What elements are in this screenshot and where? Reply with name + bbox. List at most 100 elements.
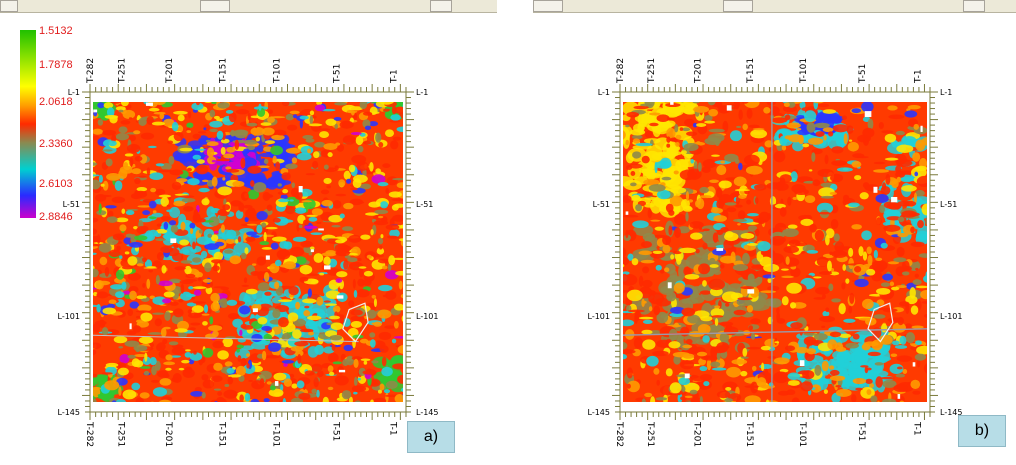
heatmap-blob: [232, 180, 245, 188]
heatmap-blob: [323, 300, 331, 303]
heatmap-blob: [735, 204, 743, 208]
heatmap-blob: [881, 182, 887, 191]
heatmap-blob: [742, 252, 750, 265]
heatmap-blob: [398, 280, 403, 290]
heatmap-blob: [340, 245, 352, 252]
heatmap-blob: [173, 200, 186, 207]
heatmap-blob: [377, 258, 391, 264]
colorbar-label: 2.0618: [39, 96, 73, 108]
heatmap-blob: [713, 215, 727, 222]
heatmap-blob: [800, 218, 814, 226]
colorbar-label: 2.3360: [39, 138, 73, 150]
heatmap-blob: [703, 381, 710, 387]
heatmap-blob: [883, 224, 901, 232]
heatmap-blob: [378, 331, 392, 341]
heatmap-blob: [866, 389, 872, 395]
heatmap-blob: [635, 204, 643, 212]
heatmap-blob: [829, 271, 840, 276]
heatmap-blob: [96, 303, 101, 313]
heatmap-blob: [94, 320, 107, 326]
heatmap-blob: [838, 303, 846, 315]
heatmap-blob: [741, 102, 749, 104]
heatmap-blob: [225, 109, 234, 114]
heatmap-blob: [830, 173, 844, 183]
heatmap-blob: [798, 134, 804, 145]
heatmap-blob: [737, 297, 753, 301]
data-gap: [323, 265, 331, 270]
heatmap-blob: [829, 369, 840, 376]
heatmap-blob: [323, 164, 329, 170]
heatmap-blob: [699, 195, 712, 199]
heatmap-blob: [240, 191, 249, 201]
heatmap-blob: [642, 339, 656, 350]
heatmap-blob: [348, 300, 355, 307]
heatmap-blob: [150, 187, 157, 193]
heatmap-blob: [630, 171, 636, 176]
heatmap-blob: [171, 344, 184, 349]
heatmap-blob: [277, 132, 285, 136]
seismic-map-a: T-282 T-251 T-201 T-151 T-101 T-51 T-1 T-282 T-2…: [58, 58, 439, 447]
heatmap-blob: [105, 362, 119, 368]
heatmap-blob: [287, 312, 299, 322]
toolbar-slot[interactable]: [200, 0, 230, 12]
right-tick-label: L-51: [940, 200, 957, 209]
heatmap-blob: [702, 228, 710, 232]
heatmap-blob: [292, 236, 307, 242]
heatmap-blob: [740, 286, 755, 290]
heatmap-blob: [282, 102, 290, 107]
heatmap-blob: [877, 307, 893, 311]
heatmap-blob: [695, 248, 700, 254]
heatmap-blob: [312, 327, 320, 339]
heatmap-blob: [261, 350, 267, 361]
heatmap-blob: [258, 103, 262, 111]
heatmap-blob: [178, 367, 185, 371]
heatmap-blob: [285, 113, 295, 121]
heatmap-blob: [93, 374, 108, 385]
data-gap: [145, 102, 153, 106]
heatmap-blob: [187, 178, 200, 186]
heatmap-blob: [132, 403, 146, 412]
toolbar-slot[interactable]: [0, 0, 18, 12]
heatmap-blob: [718, 401, 721, 402]
heatmap-blob: [673, 213, 687, 226]
heatmap-blob: [392, 214, 403, 222]
heatmap-blob: [104, 404, 108, 407]
heatmap-blob: [235, 109, 250, 115]
heatmap-blob: [716, 229, 724, 236]
heatmap-blob: [106, 172, 121, 181]
heatmap-blob: [138, 117, 147, 126]
heatmap-blob: [93, 174, 100, 177]
heatmap-blob: [656, 189, 671, 200]
heatmap-blob: [639, 103, 653, 107]
heatmap-blob: [366, 254, 372, 259]
heatmap-blob: [111, 196, 126, 204]
heatmap-blob: [282, 189, 289, 194]
heatmap-blob: [140, 132, 155, 140]
toolbar-slot[interactable]: [430, 0, 452, 12]
heatmap-blob: [786, 389, 796, 396]
heatmap-blob: [241, 96, 247, 99]
heatmap-blob: [850, 367, 869, 375]
heatmap-blob: [921, 203, 927, 216]
heatmap-blob: [815, 286, 830, 295]
heatmap-blob: [913, 192, 918, 204]
heatmap-blob: [725, 302, 730, 307]
heatmap-blob: [279, 264, 294, 268]
heatmap-blob: [714, 318, 719, 327]
heatmap-blob: [673, 355, 681, 365]
heatmap-blob: [641, 155, 650, 164]
heatmap-blob: [353, 290, 358, 298]
toolbar-slot[interactable]: [723, 0, 753, 12]
toolbar-slot[interactable]: [533, 0, 563, 12]
heatmap-blob: [907, 105, 921, 110]
heatmap-blob: [194, 148, 206, 151]
heatmap-blob: [650, 219, 661, 222]
heatmap-blob: [203, 127, 207, 131]
heatmap-blob: [202, 379, 215, 389]
heatmap-blob: [623, 341, 628, 350]
heatmap-blob: [250, 314, 255, 319]
heatmap-blob: [155, 238, 166, 242]
heatmap-blob: [244, 401, 250, 402]
heatmap-blob: [767, 285, 780, 291]
toolbar-slot[interactable]: [963, 0, 985, 12]
